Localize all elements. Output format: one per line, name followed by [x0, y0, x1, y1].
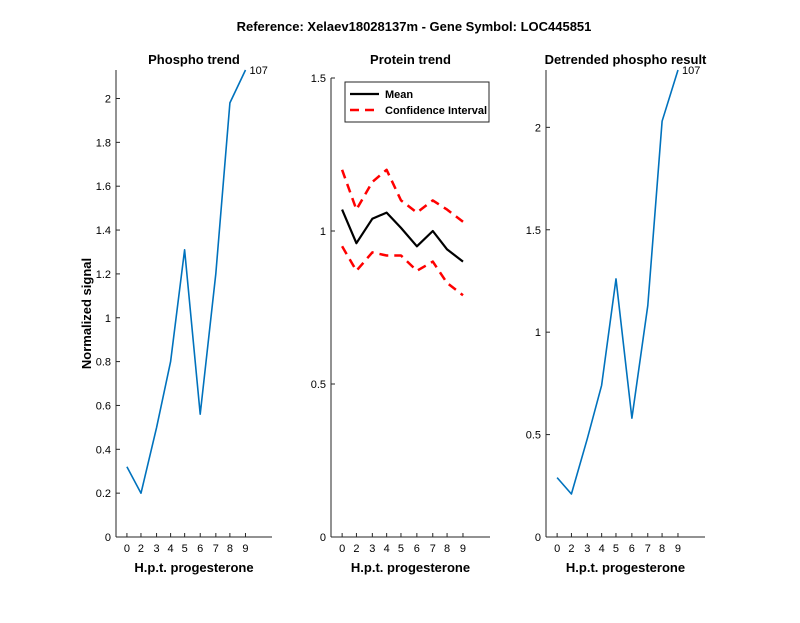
x-tick-label: 5 [398, 543, 404, 555]
x-axis-label: H.p.t. progesterone [134, 560, 253, 575]
chart-panel-1: 00.20.40.60.811.21.41.61.820 2 3 4 5 6 7 8 9Phos… [79, 52, 272, 575]
y-tick-label: 0.5 [526, 430, 541, 442]
y-tick-label: 0 [535, 532, 541, 544]
x-tick-label: 2 [353, 543, 359, 555]
data-annotation: 107 [682, 65, 700, 77]
y-tick-label: 0.8 [96, 357, 111, 369]
x-tick-label: 8 [227, 543, 233, 555]
x-tick-label: 8 [659, 543, 665, 555]
y-tick-label: 1.8 [96, 137, 111, 149]
data-annotation: 107 [249, 65, 267, 77]
series-line-2 [340, 168, 464, 223]
x-tick-label: 5 [613, 543, 619, 555]
series-line-1 [126, 69, 247, 495]
y-tick-label: 2 [105, 94, 111, 106]
x-tick-label: 9 [460, 543, 466, 555]
y-tick-label: 0.6 [96, 400, 111, 412]
y-tick-label: 1.6 [96, 181, 111, 193]
y-tick-label: 1.2 [96, 269, 111, 281]
panel-title: Detrended phospho result [545, 52, 707, 67]
x-tick-label: 0 [339, 543, 345, 555]
x-tick-label: 9 [675, 543, 681, 555]
x-tick-label: 7 [213, 543, 219, 555]
series-line-1 [341, 209, 464, 263]
x-tick-label: 2 [568, 543, 574, 555]
x-tick-label: 7 [645, 543, 651, 555]
y-tick-label: 1 [320, 226, 326, 238]
x-tick-label: 0 [554, 543, 560, 555]
y-tick-label: 0 [320, 532, 326, 544]
x-tick-label: 4 [384, 543, 390, 555]
panel-title: Protein trend [370, 52, 451, 67]
legend-box [344, 81, 490, 123]
legend: Mean Confidence Interval [344, 81, 490, 123]
x-tick-label: 6 [629, 543, 635, 555]
x-tick-label: 4 [599, 543, 605, 555]
y-tick-label: 1 [535, 327, 541, 339]
x-tick-label: 0 [124, 543, 130, 555]
x-tick-label: 3 [369, 543, 375, 555]
x-tick-label: 7 [430, 543, 436, 555]
x-tick-label: 9 [242, 543, 248, 555]
y-tick-label: 0 [105, 532, 111, 544]
y-tick-label: 1.5 [526, 225, 541, 237]
figure-title: Reference: Xelaev18028137m - Gene Symbol… [237, 19, 592, 34]
x-tick-label: 2 [138, 543, 144, 555]
y-tick-label: 2 [535, 122, 541, 134]
x-tick-label: 3 [153, 543, 159, 555]
x-axis-label: H.p.t. progesterone [351, 560, 470, 575]
x-tick-label: 6 [197, 543, 203, 555]
y-tick-label: 1.4 [96, 225, 111, 237]
x-tick-label: 4 [168, 543, 174, 555]
x-tick-label: 8 [444, 543, 450, 555]
x-axis-label: H.p.t. progesterone [566, 560, 685, 575]
y-tick-label: 0.2 [96, 488, 111, 500]
y-tick-label: 0.4 [96, 444, 111, 456]
series-line-1 [556, 69, 679, 495]
series-line-3 [341, 245, 464, 297]
legend-label: Confidence Interval [385, 105, 487, 117]
panel-title: Phospho trend [148, 52, 240, 67]
legend-label: Mean [385, 89, 413, 101]
x-tick-label: 6 [414, 543, 420, 555]
y-tick-label: 1 [105, 313, 111, 325]
y-tick-label: 0.5 [311, 379, 326, 391]
y-axis-label: Normalized signal [79, 258, 94, 369]
x-tick-label: 5 [182, 543, 188, 555]
y-tick-label: 1.5 [311, 73, 326, 85]
x-tick-label: 3 [584, 543, 590, 555]
